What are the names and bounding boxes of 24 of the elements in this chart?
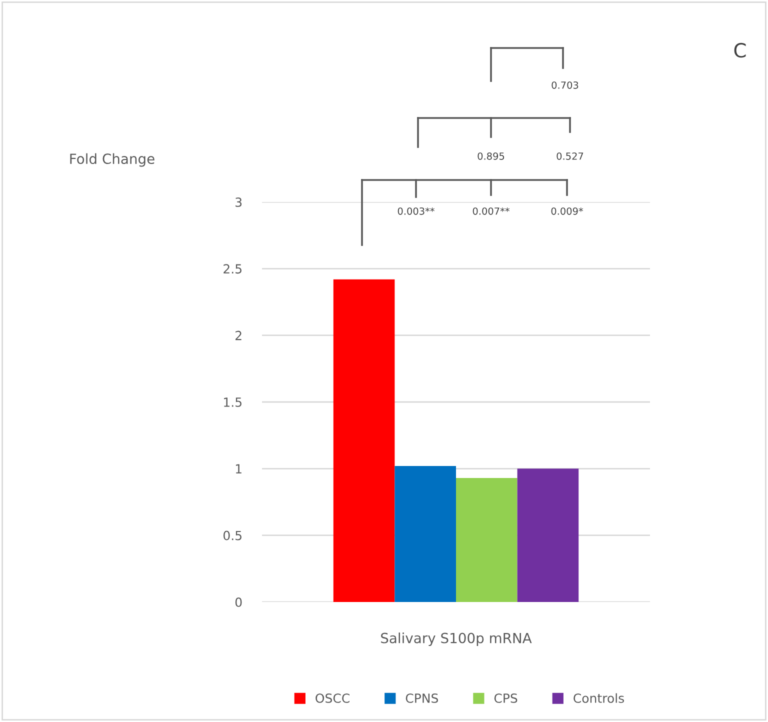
legend-label: OSCC: [316, 693, 350, 703]
text: 0.895: [478, 152, 504, 160]
y-tick-label: 1: [236, 464, 242, 474]
bar: [394, 466, 456, 602]
y-tick-label: 3: [236, 197, 242, 207]
y-tick-label: 1.5: [224, 398, 242, 407]
text: Fold Change: [70, 153, 154, 167]
text: 0.527: [556, 152, 584, 160]
y-tick-label: 2: [236, 330, 242, 340]
text: C: [734, 42, 746, 58]
legend-label: CPS: [494, 693, 518, 703]
legend-label: CPNS: [406, 693, 438, 703]
annotation: 0.009*: [551, 207, 584, 215]
bar: [333, 279, 395, 602]
y-tick-label: 2.5: [224, 264, 242, 274]
annotation: 0.003**: [398, 207, 434, 215]
legend-label: Controls: [574, 693, 624, 703]
y-tick-label: 0.5: [224, 530, 242, 540]
bar: [456, 478, 518, 602]
x-tick-label: Salivary S100p mRNA: [381, 632, 532, 646]
annotation: 0.007**: [472, 207, 510, 215]
text: 0.703: [552, 81, 578, 89]
y-tick-label: 0: [235, 597, 242, 607]
bar: [517, 468, 579, 602]
